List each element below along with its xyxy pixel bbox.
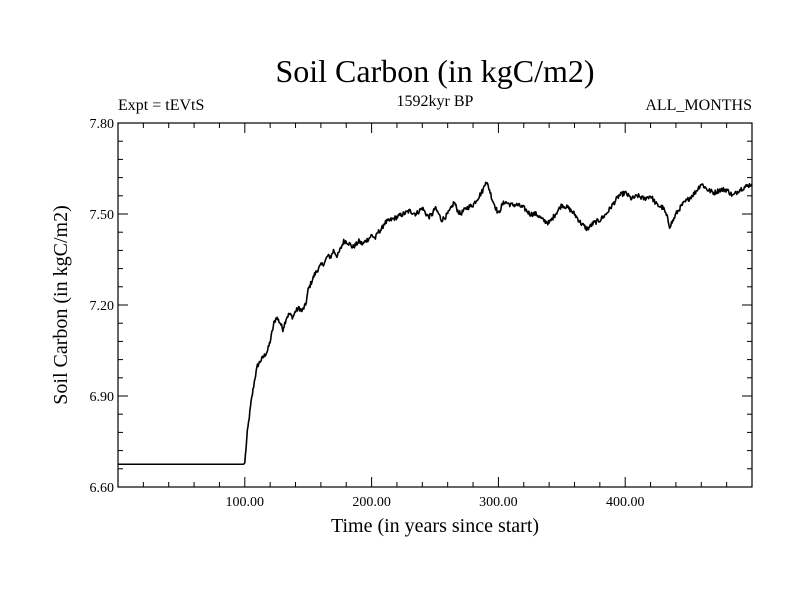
plot-frame [117,122,753,488]
y-tick-label: 6.60 [90,481,115,496]
chart-subtitle-right: ALL_MONTHS [645,97,752,114]
chart-subtitle-left: Expt = tEVtS [118,97,204,114]
y-tick-label: 7.80 [90,117,115,132]
chart-subtitle-center: 1592kyr BP [397,93,474,110]
x-tick-label: 200.00 [352,495,391,510]
x-axis-label: Time (in years since start) [331,515,539,537]
x-tick-label: 300.00 [479,495,518,510]
axis-ticks [117,122,753,488]
x-tick-label: 100.00 [226,495,265,510]
y-tick-label: 7.20 [90,299,115,314]
y-axis-label: Soil Carbon (in kgC/m2) [50,205,72,404]
y-tick-labels: 6.60 6.90 7.20 7.50 7.80 [90,117,115,496]
y-tick-label: 7.50 [90,208,115,223]
x-tick-label: 400.00 [606,495,645,510]
x-tick-labels: 100.00 200.00 300.00 400.00 [226,495,645,510]
y-tick-label: 6.90 [90,390,115,405]
series-line-soil-carbon [118,181,753,466]
chart-title: Soil Carbon (in kgC/m2) [275,53,594,89]
